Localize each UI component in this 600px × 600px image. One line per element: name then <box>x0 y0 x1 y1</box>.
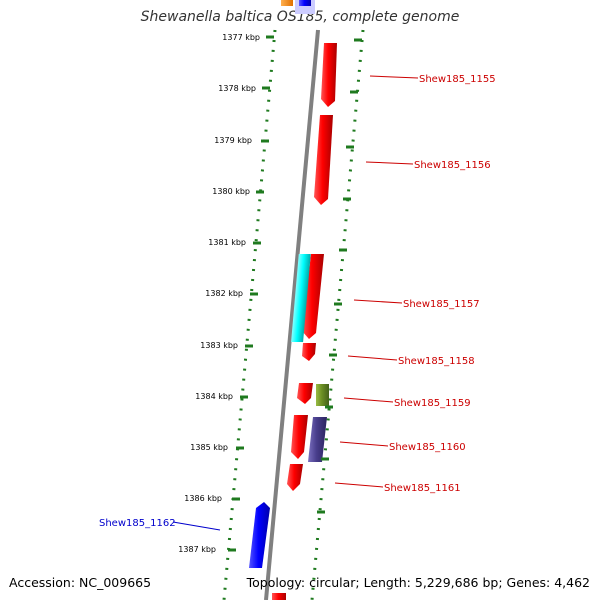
tick-label-1385: 1385 kbp <box>190 443 228 452</box>
genome-title: Shewanella baltica OS185, complete genom… <box>140 9 460 25</box>
gene-partial-red-bottom <box>272 593 286 600</box>
accession-text: Accession: NC_009665 <box>9 575 152 590</box>
tick-label-1387: 1387 kbp <box>178 545 216 554</box>
gene-label-shew185-1155[interactable]: Shew185_1155 <box>419 74 496 85</box>
leader-line-1161 <box>334 482 384 488</box>
gene-slate-block <box>308 417 327 462</box>
gene-label-shew185-1158[interactable]: Shew185_1158 <box>398 356 475 367</box>
genome-backbone <box>264 29 320 600</box>
gene-label-shew185-1161[interactable]: Shew185_1161 <box>384 483 461 494</box>
tick-label-1379: 1379 kbp <box>214 136 252 145</box>
gene-label-shew185-1159[interactable]: Shew185_1159 <box>394 398 471 409</box>
ruler-ticks-right <box>317 38 362 514</box>
tick-label-1382: 1382 kbp <box>205 289 243 298</box>
ruler-ticks-left <box>228 35 274 552</box>
gene-shew185-1158 <box>302 343 316 361</box>
topology-text: Topology: circular; Length: 5,229,686 bp… <box>246 575 590 590</box>
tick-label-1381: 1381 kbp <box>208 238 246 247</box>
tick-label-1377: 1377 kbp <box>222 33 260 42</box>
gene-label-shew185-1157[interactable]: Shew185_1157 <box>403 299 480 310</box>
gene-shew185-1155 <box>321 43 337 107</box>
tick-label-1378: 1378 kbp <box>218 84 256 93</box>
leader-line-1155 <box>369 75 419 79</box>
leader-line-1158 <box>347 355 398 361</box>
gene-shew185-1159 <box>297 383 313 404</box>
gene-partial-orange <box>281 0 293 6</box>
gene-label-shew185-1160[interactable]: Shew185_1160 <box>389 442 466 453</box>
tick-label-1383: 1383 kbp <box>200 341 238 350</box>
tick-label-1386: 1386 kbp <box>184 494 222 503</box>
leader-line-1159 <box>343 397 394 403</box>
gene-label-shew185-1162[interactable]: Shew185_1162 <box>99 518 176 529</box>
gene-shew185-1162 <box>249 502 270 568</box>
tick-label-1384: 1384 kbp <box>195 392 233 401</box>
gene-cyan-block <box>291 254 311 342</box>
gene-shew185-1161 <box>287 464 303 491</box>
leader-line-1162 <box>172 521 221 531</box>
gene-shew185-1156 <box>314 115 333 205</box>
gene-shew185-1157 <box>302 254 324 339</box>
gene-label-shew185-1156[interactable]: Shew185_1156 <box>414 160 491 171</box>
gene-partial-blue <box>299 0 311 6</box>
leader-line-1156 <box>365 161 414 165</box>
right-ruler-line <box>310 29 365 600</box>
tick-label-1380: 1380 kbp <box>212 187 250 196</box>
leader-line-1160 <box>339 441 389 447</box>
leader-line-1157 <box>353 299 403 304</box>
gene-olive-block <box>316 384 329 406</box>
gene-shew185-1160 <box>291 415 308 459</box>
